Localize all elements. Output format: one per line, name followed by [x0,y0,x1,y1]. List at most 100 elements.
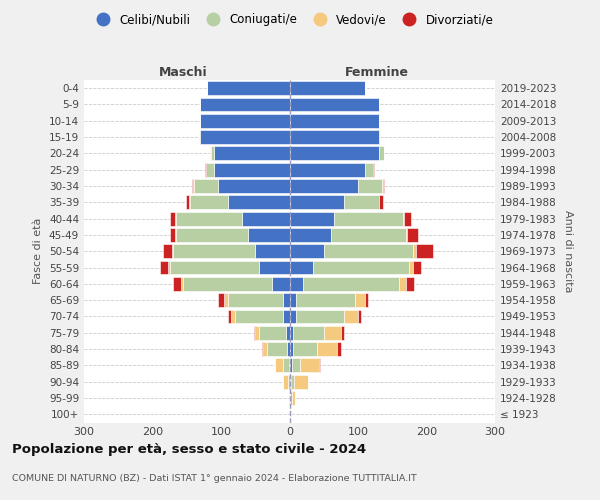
Legend: Celibi/Nubili, Coniugati/e, Vedovi/e, Divorziati/e: Celibi/Nubili, Coniugati/e, Vedovi/e, Di… [86,8,498,31]
Bar [194,179,218,193]
Bar [324,326,341,340]
Bar [255,326,259,340]
Bar [290,277,303,291]
Bar [290,228,331,242]
Bar [290,196,344,209]
Bar [218,179,290,193]
Bar [283,375,288,388]
Bar [210,146,211,160]
Bar [290,293,296,307]
Bar [214,163,290,176]
Bar [224,293,228,307]
Bar [176,228,248,242]
Bar [214,146,290,160]
Bar [382,179,383,193]
Bar [283,310,290,324]
Bar [290,358,292,372]
Bar [259,326,286,340]
Bar [228,196,290,209]
Bar [290,391,292,405]
Bar [206,163,214,176]
Bar [413,260,421,274]
Bar [263,342,267,356]
Bar [173,277,181,291]
Bar [290,310,296,324]
Bar [294,375,308,388]
Bar [407,228,418,242]
Bar [317,342,337,356]
Bar [344,310,358,324]
Bar [190,196,228,209]
Bar [176,212,242,226]
Bar [173,244,255,258]
Bar [170,260,259,274]
Bar [403,212,404,226]
Bar [200,98,290,112]
Bar [365,163,373,176]
Bar [290,98,379,112]
Bar [409,260,413,274]
Bar [291,375,294,388]
Bar [235,310,283,324]
Bar [218,293,224,307]
Bar [358,310,361,324]
Bar [175,228,176,242]
Bar [290,163,365,176]
Bar [168,260,170,274]
Bar [313,260,409,274]
Bar [373,163,374,176]
Bar [365,293,368,307]
Bar [160,260,168,274]
Y-axis label: Fasce di età: Fasce di età [34,218,43,284]
Bar [228,310,231,324]
Bar [296,293,355,307]
Bar [231,310,235,324]
Bar [379,130,380,144]
Bar [200,114,290,128]
Bar [416,244,433,258]
Bar [254,326,255,340]
Bar [303,277,399,291]
Bar [399,277,406,291]
Bar [290,342,293,356]
Bar [199,130,200,144]
Bar [262,342,263,356]
Bar [283,358,289,372]
Bar [283,293,290,307]
Bar [163,244,172,258]
Bar [290,244,324,258]
Bar [290,114,379,128]
Bar [358,179,382,193]
Bar [175,212,176,226]
Bar [293,342,317,356]
Bar [290,326,293,340]
Bar [290,212,334,226]
Bar [289,358,290,372]
Bar [337,342,341,356]
Bar [193,179,194,193]
Bar [413,244,416,258]
Bar [172,244,173,258]
Bar [275,358,283,372]
Bar [379,196,383,209]
Bar [288,375,290,388]
Bar [259,260,290,274]
Bar [406,228,407,242]
Bar [272,277,290,291]
Bar [205,163,206,176]
Bar [319,358,320,372]
Bar [242,212,290,226]
Bar [286,326,290,340]
Text: Femmine: Femmine [345,66,409,80]
Bar [292,358,300,372]
Text: COMUNE DI NATURNO (BZ) - Dati ISTAT 1° gennaio 2024 - Elaborazione TUTTITALIA.IT: COMUNE DI NATURNO (BZ) - Dati ISTAT 1° g… [12,474,417,483]
Bar [228,293,283,307]
Bar [324,244,413,258]
Bar [290,375,291,388]
Bar [184,277,272,291]
Bar [248,228,290,242]
Bar [170,212,175,226]
Bar [267,342,287,356]
Bar [181,277,184,291]
Bar [290,146,379,160]
